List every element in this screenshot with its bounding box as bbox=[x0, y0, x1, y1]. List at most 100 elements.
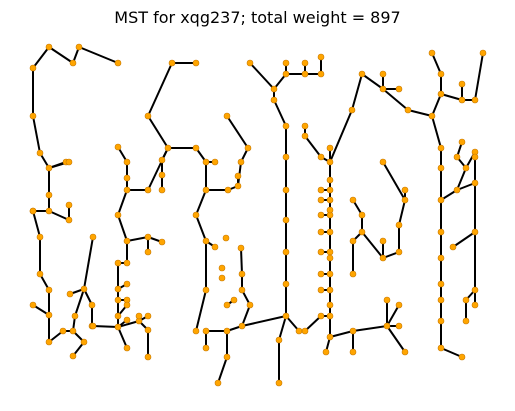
edges-layer bbox=[33, 47, 483, 383]
mst-node-51 bbox=[145, 249, 151, 255]
mst-edge-47 bbox=[118, 190, 127, 215]
mst-node-99 bbox=[271, 86, 277, 92]
mst-edge-36 bbox=[118, 327, 127, 348]
mst-node-121 bbox=[349, 107, 355, 113]
mst-edge-56 bbox=[148, 116, 168, 148]
mst-node-97 bbox=[276, 380, 282, 386]
mst-node-166 bbox=[359, 212, 365, 218]
mst-node-127 bbox=[438, 165, 444, 171]
mst-node-188 bbox=[472, 229, 478, 235]
mst-node-100 bbox=[283, 71, 289, 77]
mst-node-174 bbox=[402, 187, 408, 193]
mst-node-109 bbox=[283, 187, 289, 193]
mst-node-123 bbox=[380, 86, 386, 92]
mst-node-193 bbox=[438, 297, 444, 303]
mst-node-3 bbox=[76, 44, 82, 50]
mst-node-176 bbox=[350, 271, 356, 277]
mst-node-56 bbox=[124, 159, 130, 165]
mst-edge-140 bbox=[387, 326, 405, 352]
mst-node-92 bbox=[219, 265, 225, 271]
mst-node-179 bbox=[454, 154, 460, 160]
mst-node-130 bbox=[459, 354, 465, 360]
mst-node-87 bbox=[238, 245, 244, 251]
mst-edge-102 bbox=[305, 136, 321, 157]
mst-node-72 bbox=[212, 244, 218, 250]
mst-node-137 bbox=[429, 50, 435, 56]
mst-edge-84 bbox=[242, 316, 286, 326]
mst-node-160 bbox=[384, 323, 390, 329]
mst-edge-62 bbox=[196, 190, 206, 215]
mst-edge-5 bbox=[33, 116, 40, 153]
mst-node-52 bbox=[115, 212, 121, 218]
mst-node-134 bbox=[480, 50, 486, 56]
mst-node-74 bbox=[235, 183, 241, 189]
mst-node-128 bbox=[438, 197, 444, 203]
mst-node-104 bbox=[318, 71, 324, 77]
mst-node-161 bbox=[384, 297, 390, 303]
mst-node-140 bbox=[327, 145, 333, 151]
mst-node-68 bbox=[193, 212, 199, 218]
mst-node-94 bbox=[223, 235, 229, 241]
mst-node-119 bbox=[318, 154, 324, 160]
mst-node-103 bbox=[302, 60, 308, 66]
mst-node-163 bbox=[396, 323, 402, 329]
mst-node-60 bbox=[159, 172, 165, 178]
mst-node-41 bbox=[124, 317, 130, 323]
mst-edge-14 bbox=[33, 211, 40, 237]
mst-node-26 bbox=[67, 291, 73, 297]
mst-node-31 bbox=[90, 323, 96, 329]
mst-node-19 bbox=[30, 302, 36, 308]
mst-edge-77 bbox=[242, 305, 250, 326]
mst-node-149 bbox=[318, 249, 324, 255]
mst-node-189 bbox=[450, 244, 456, 250]
mst-node-184 bbox=[472, 287, 478, 293]
mst-node-122 bbox=[359, 71, 365, 77]
mst-node-81 bbox=[203, 345, 209, 351]
mst-node-155 bbox=[327, 302, 333, 308]
mst-node-180 bbox=[459, 139, 465, 145]
mst-node-197 bbox=[327, 207, 333, 213]
mst-node-175 bbox=[350, 238, 356, 244]
mst-node-33 bbox=[115, 260, 121, 266]
mst-node-126 bbox=[438, 145, 444, 151]
mst-node-49 bbox=[145, 234, 151, 240]
mst-node-159 bbox=[350, 349, 356, 355]
plot-title: MST for xqg237; total weight = 897 bbox=[114, 8, 400, 27]
mst-node-10 bbox=[46, 192, 52, 198]
mst-node-80 bbox=[203, 328, 209, 334]
mst-node-20 bbox=[46, 312, 52, 318]
mst-edge-109 bbox=[432, 116, 441, 148]
mst-node-83 bbox=[239, 323, 245, 329]
mst-edge-46 bbox=[118, 215, 127, 241]
mst-node-24 bbox=[81, 286, 87, 292]
mst-node-82 bbox=[224, 328, 230, 334]
mst-node-42 bbox=[124, 345, 130, 351]
mst-node-185 bbox=[463, 297, 469, 303]
mst-node-34 bbox=[124, 260, 130, 266]
mst-node-78 bbox=[235, 173, 241, 179]
mst-node-102 bbox=[302, 71, 308, 77]
mst-node-129 bbox=[438, 345, 444, 351]
mst-edge-57 bbox=[148, 63, 172, 116]
mst-node-168 bbox=[380, 255, 386, 261]
mst-node-23 bbox=[72, 313, 78, 319]
mst-edge-117 bbox=[475, 53, 483, 100]
mst-node-114 bbox=[302, 328, 308, 334]
mst-edge-1 bbox=[49, 47, 73, 63]
mst-node-9 bbox=[66, 159, 72, 165]
mst-node-148 bbox=[327, 229, 333, 235]
mst-node-29 bbox=[81, 339, 87, 345]
mst-edge-29 bbox=[93, 326, 118, 327]
mst-node-13 bbox=[66, 217, 72, 223]
mst-node-156 bbox=[327, 334, 333, 340]
mst-node-85 bbox=[239, 287, 245, 293]
mst-node-46 bbox=[145, 327, 151, 333]
mst-edge-71 bbox=[227, 116, 248, 148]
mst-edge-138 bbox=[387, 305, 399, 326]
mst-edge-95 bbox=[274, 100, 286, 126]
mst-node-139 bbox=[396, 86, 402, 92]
mst-node-169 bbox=[380, 238, 386, 244]
mst-node-4 bbox=[115, 60, 121, 66]
mst-node-171 bbox=[396, 222, 402, 228]
mst-edge-147 bbox=[399, 200, 405, 225]
